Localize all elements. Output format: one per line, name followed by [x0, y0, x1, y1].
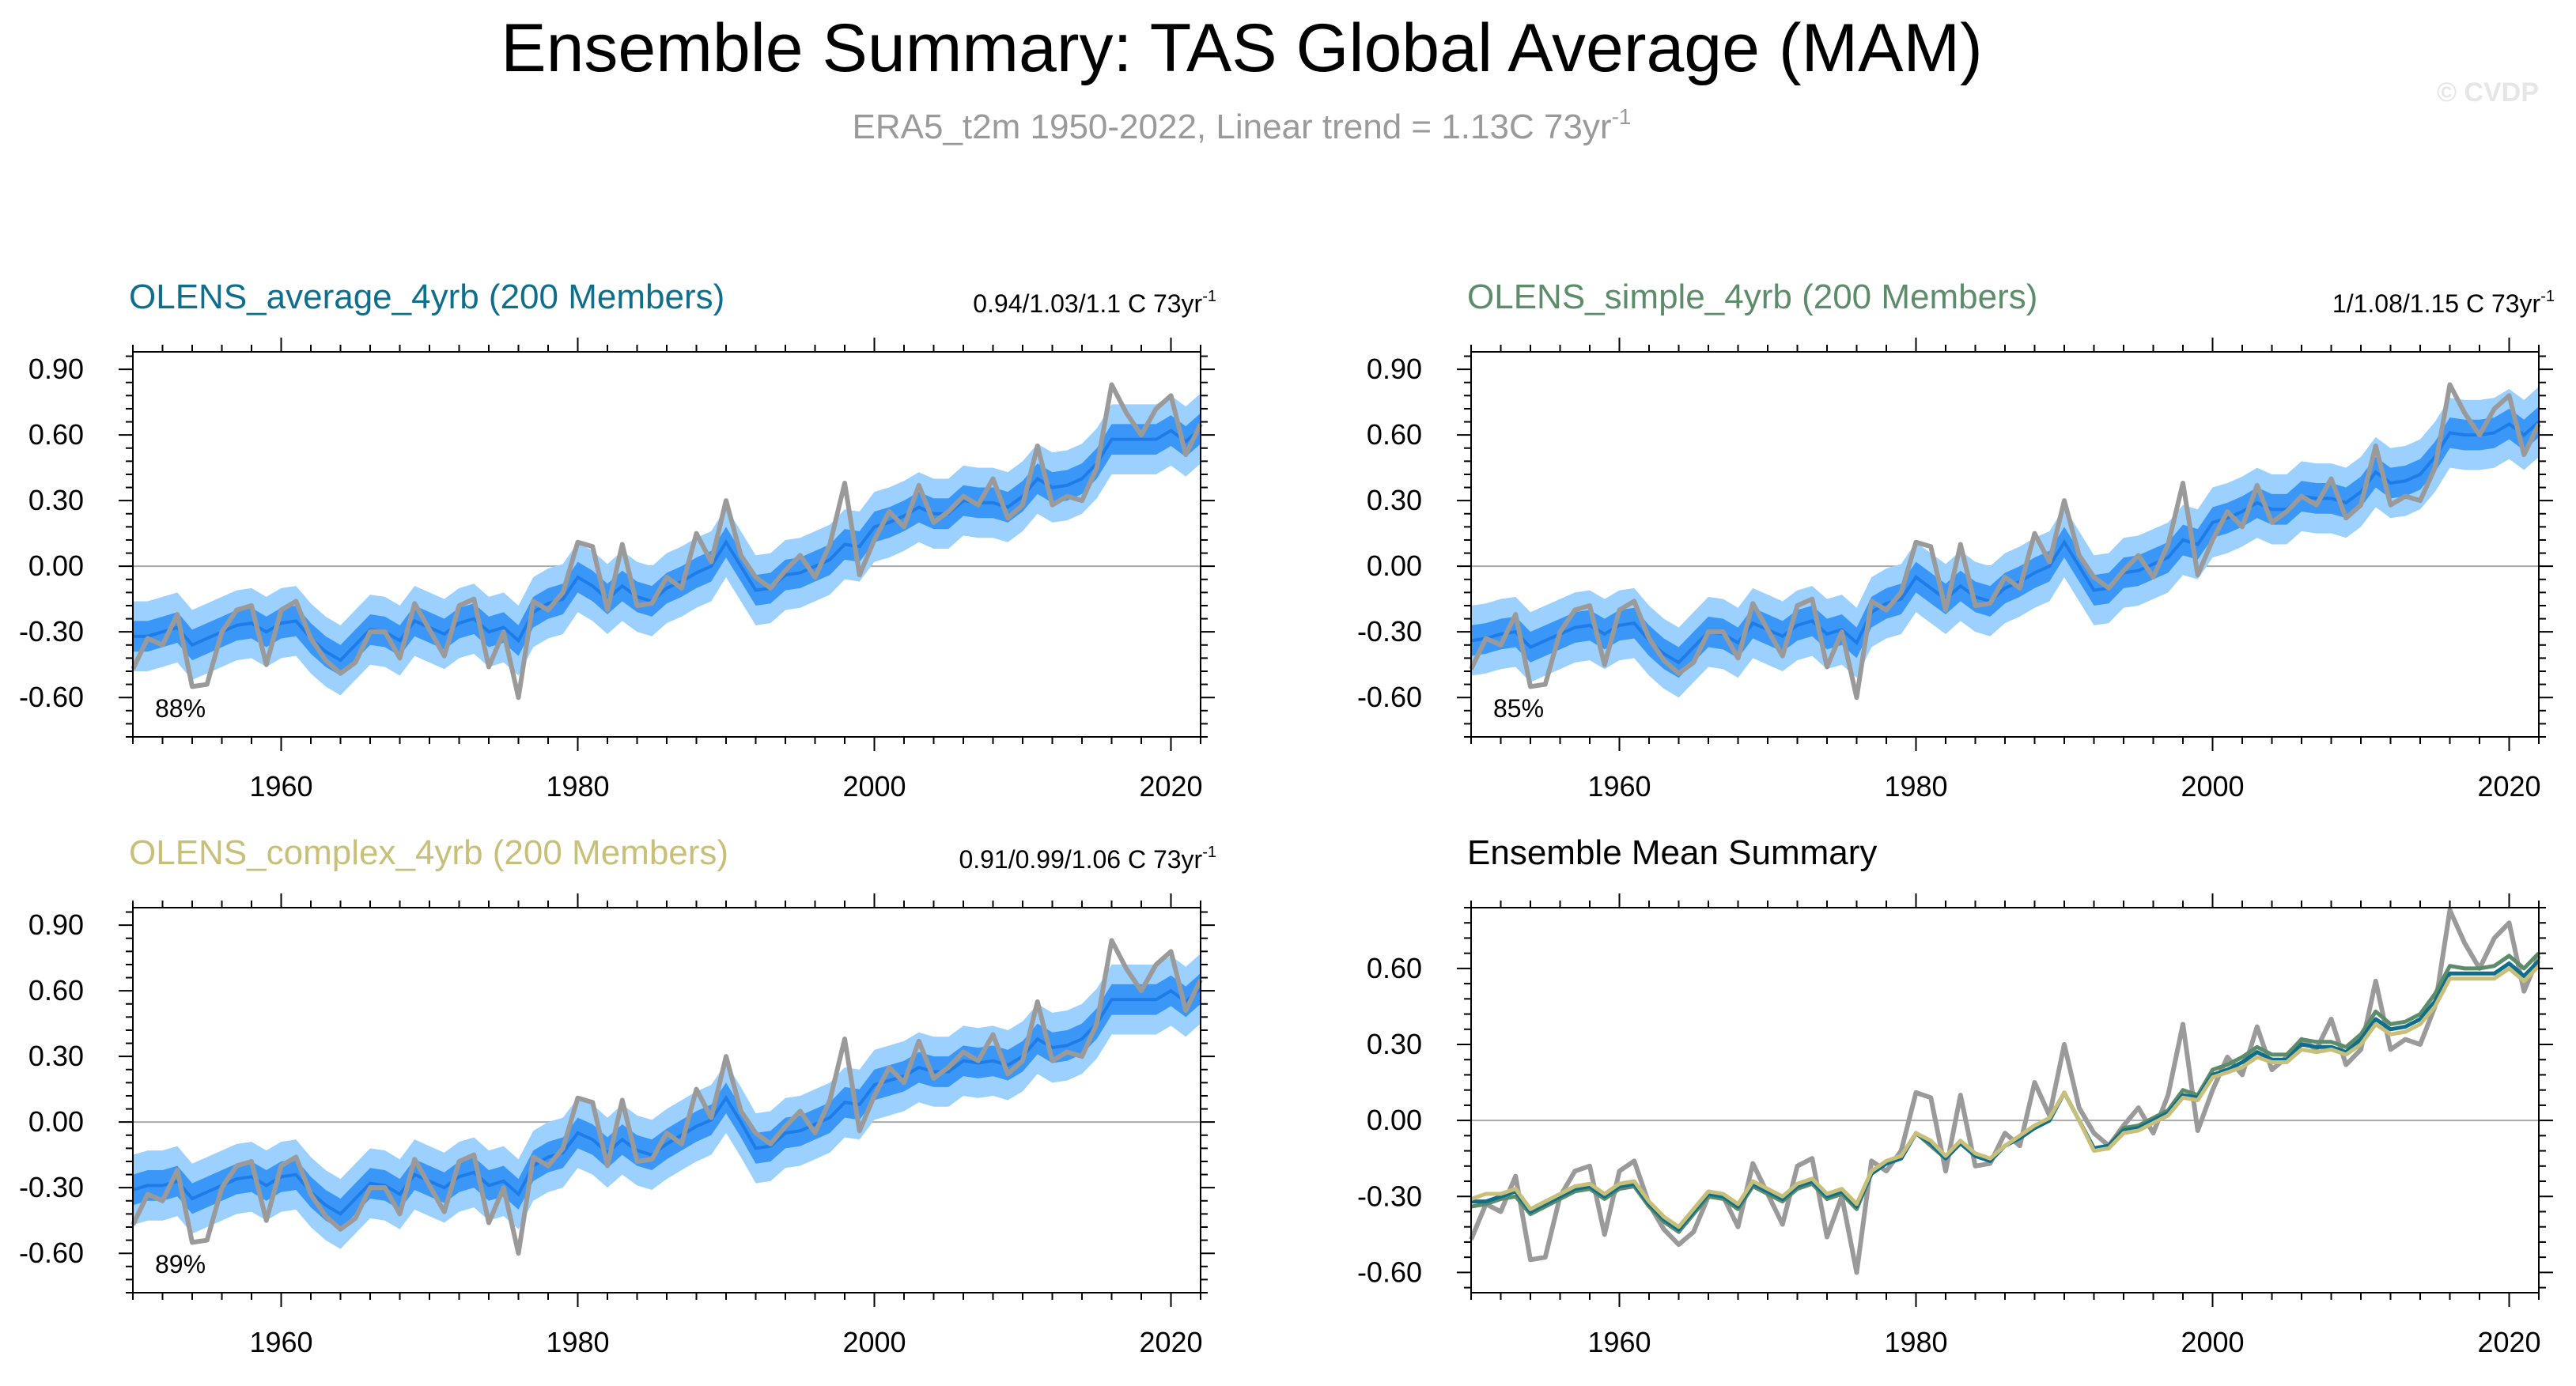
ensemble-spread-outer: [133, 954, 1201, 1249]
y-tick-label: 0.90: [28, 908, 84, 941]
x-tick-label: 1960: [249, 1326, 312, 1358]
y-tick-label: 0.30: [28, 1040, 84, 1072]
observed-line: [1469, 382, 2541, 701]
y-tick-label: 0.00: [1367, 1104, 1422, 1136]
panel-title: Ensemble Mean Summary: [1467, 833, 1877, 872]
ensemble-spread-outer: [133, 393, 1201, 696]
x-tick-label: 2020: [1139, 770, 1202, 803]
summary-observed-line: [1469, 908, 2541, 1275]
panel-olens-complex: OLENS_complex_4yrb (200 Members) 0.91/0.9…: [19, 833, 1216, 1358]
trend-label-text: 1/1.08/1.15 C 73yr: [2332, 289, 2541, 318]
panel-ensemble-mean-summary: Ensemble Mean Summary 1960 1980 2000 2020 0.6…: [1357, 833, 2553, 1358]
x-tick-label: 1960: [1587, 770, 1651, 803]
figure-subtitle: ERA5_t2m 1950-2022, Linear trend = 1.13C…: [853, 104, 1632, 146]
y-tick-label: 0.30: [1367, 1028, 1422, 1060]
x-tick-label: 1960: [1587, 1326, 1651, 1358]
trend-label-superscript: -1: [1202, 288, 1216, 305]
percent-label: 89%: [155, 1250, 206, 1278]
x-tick-label: 2020: [2477, 770, 2540, 803]
trend-label-superscript: -1: [2540, 288, 2555, 305]
y-tick-label: -0.30: [1357, 615, 1422, 648]
panel-olens-simple: OLENS_simple_4yrb (200 Members) 1/1.08/1.…: [1357, 278, 2555, 803]
x-tick-label: 1980: [1884, 770, 1947, 803]
panel-title: OLENS_average_4yrb (200 Members): [129, 278, 724, 316]
y-tick-label: -0.30: [19, 615, 84, 648]
x-tick-label: 1980: [546, 770, 609, 803]
y-tick-label: -0.60: [19, 681, 84, 713]
x-tick-label: 1980: [546, 1326, 609, 1358]
percent-label: 88%: [155, 694, 206, 723]
y-tick-label: 0.60: [28, 418, 84, 451]
x-tick-label: 2000: [2181, 770, 2244, 803]
y-tick-label: -0.60: [1357, 1256, 1422, 1288]
trend-label-superscript: -1: [1202, 844, 1216, 861]
x-tick-label: 1980: [1884, 1326, 1947, 1358]
y-tick-label: 0.30: [28, 484, 84, 516]
y-tick-label: 0.60: [1367, 952, 1422, 984]
y-tick-label: -0.60: [1357, 681, 1422, 713]
x-tick-label: 2020: [2477, 1326, 2540, 1358]
plot-frame: [1470, 907, 2540, 1293]
panel-title: OLENS_complex_4yrb (200 Members): [129, 833, 728, 872]
subtitle-main: ERA5_t2m 1950-2022, Linear trend = 1.13C…: [853, 108, 1612, 146]
x-tick-label: 2000: [2181, 1326, 2244, 1358]
y-tick-label: 0.00: [1367, 549, 1422, 582]
trend-label: 0.91/0.99/1.06 C 73yr-1: [959, 844, 1216, 874]
panel-olens-average: OLENS_average_4yrb (200 Members) 0.94/1.0…: [19, 278, 1216, 803]
x-tick-label: 1960: [249, 770, 312, 803]
trend-label: 1/1.08/1.15 C 73yr-1: [2332, 288, 2555, 318]
x-tick-label: 2000: [842, 770, 906, 803]
y-tick-label: 0.00: [28, 1105, 84, 1138]
watermark: © CVDP: [2437, 77, 2539, 108]
panel-title: OLENS_simple_4yrb (200 Members): [1467, 278, 2037, 316]
plot-frame: [132, 907, 1201, 1293]
y-tick-label: 0.60: [28, 974, 84, 1006]
figure-title: Ensemble Summary: TAS Global Average (MA…: [501, 10, 1983, 86]
y-tick-label: -0.30: [1357, 1180, 1422, 1212]
trend-label-text: 0.94/1.03/1.1 C 73yr: [973, 289, 1202, 318]
percent-label: 85%: [1493, 694, 1544, 723]
y-tick-label: 0.60: [1367, 418, 1422, 451]
subtitle-superscript: -1: [1612, 104, 1632, 129]
observed-line: [131, 382, 1203, 701]
plot-frame: [132, 351, 1201, 738]
ensemble-spread-outer: [1471, 387, 2539, 698]
y-tick-label: 0.30: [1367, 484, 1422, 516]
x-tick-label: 2020: [1139, 1326, 1202, 1358]
trend-label: 0.94/1.03/1.1 C 73yr-1: [973, 288, 1216, 318]
y-tick-label: -0.30: [19, 1171, 84, 1203]
summary-complex-line: [1470, 964, 2540, 1229]
observed-line: [131, 938, 1203, 1256]
x-tick-label: 2000: [842, 1326, 906, 1358]
y-tick-label: 0.90: [1367, 353, 1422, 385]
plot-frame: [1470, 351, 2540, 738]
y-tick-label: -0.60: [19, 1237, 84, 1269]
y-tick-label: 0.00: [28, 549, 84, 582]
trend-label-text: 0.91/0.99/1.06 C 73yr: [959, 845, 1202, 874]
y-tick-label: 0.90: [28, 353, 84, 385]
